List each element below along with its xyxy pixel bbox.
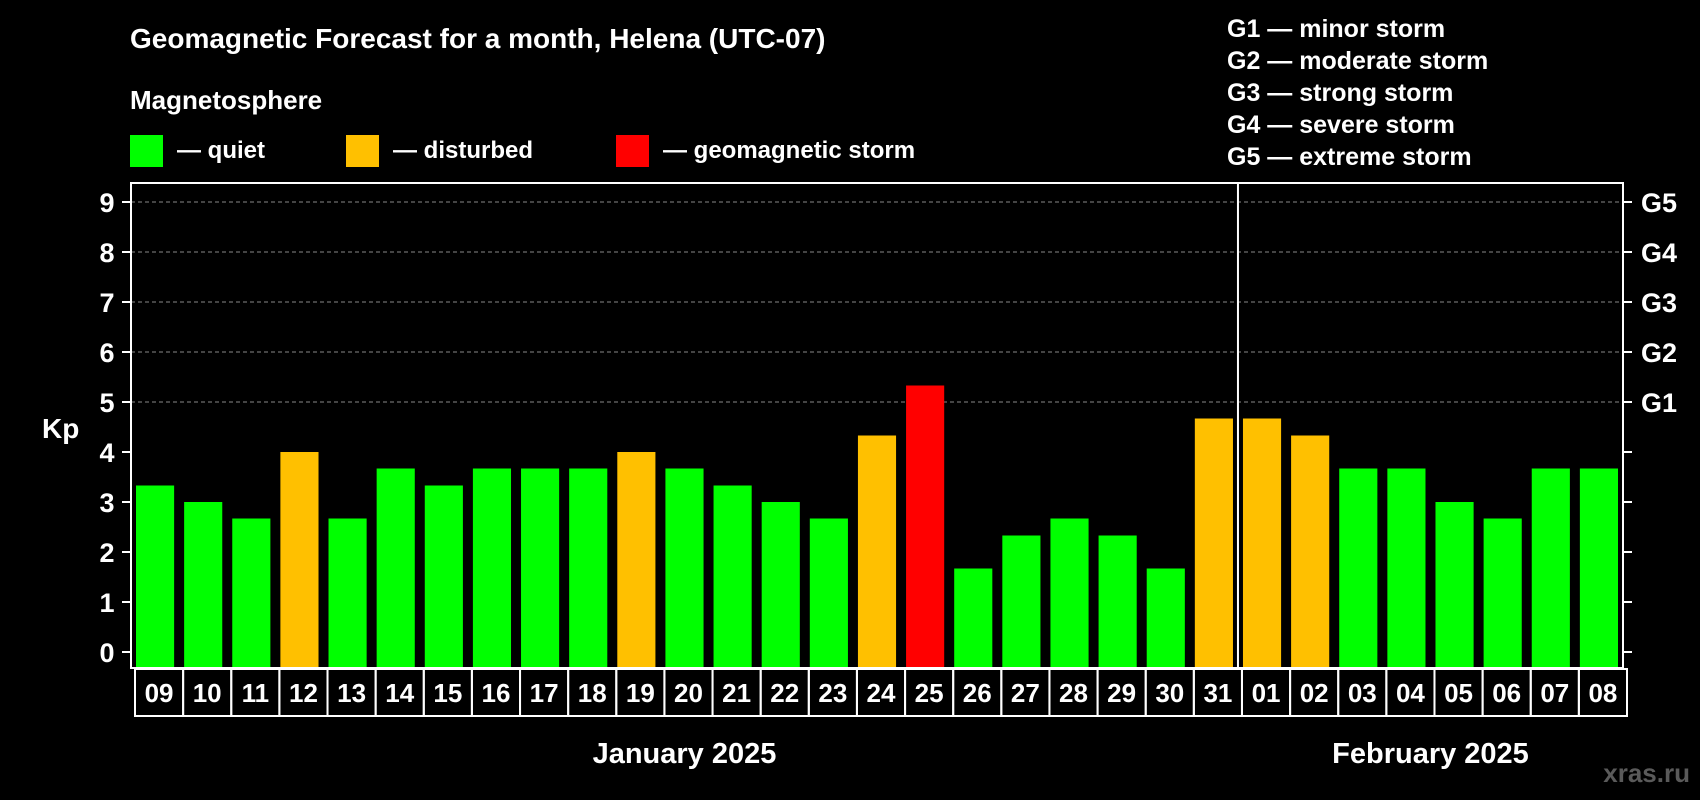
storm-scale-g2: G2 — moderate storm bbox=[1227, 47, 1488, 75]
bar-14 bbox=[376, 468, 415, 668]
bar-16 bbox=[472, 468, 512, 668]
bar-29 bbox=[1098, 535, 1137, 668]
y-tick-label-7: 7 bbox=[99, 288, 114, 318]
bar-07 bbox=[1531, 468, 1570, 668]
bar-11 bbox=[232, 518, 271, 668]
y-tick-label-4: 4 bbox=[99, 438, 114, 468]
watermark: xras.ru bbox=[1603, 758, 1690, 788]
bar-19 bbox=[617, 452, 656, 668]
y-tick-label-6: 6 bbox=[99, 338, 114, 368]
x-tick-label-08: 08 bbox=[1588, 678, 1617, 708]
legend-swatch-quiet bbox=[130, 135, 163, 167]
right-tick-label-G5: G5 bbox=[1641, 188, 1677, 218]
bar-23 bbox=[809, 518, 848, 668]
bar-18 bbox=[569, 468, 608, 668]
x-tick-label-13: 13 bbox=[337, 678, 366, 708]
legend-swatch-disturbed bbox=[346, 135, 379, 167]
x-tick-label-03: 03 bbox=[1348, 678, 1377, 708]
date-cell-08 bbox=[1577, 668, 1629, 717]
x-tick-label-20: 20 bbox=[674, 678, 703, 708]
x-tick-label-30: 30 bbox=[1155, 678, 1184, 708]
x-tick-label-26: 26 bbox=[963, 678, 992, 708]
x-tick-label-10: 10 bbox=[193, 678, 222, 708]
bar-10 bbox=[184, 502, 223, 668]
legend-label-disturbed: — disturbed bbox=[393, 137, 533, 164]
y-tick-label-0: 0 bbox=[99, 638, 114, 668]
x-tick-label-25: 25 bbox=[915, 678, 944, 708]
x-tick-label-29: 29 bbox=[1107, 678, 1136, 708]
x-tick-label-15: 15 bbox=[433, 678, 462, 708]
right-tick-label-G3: G3 bbox=[1641, 288, 1677, 318]
bar-22 bbox=[761, 502, 800, 668]
x-tick-label-17: 17 bbox=[530, 678, 559, 708]
y-tick-label-1: 1 bbox=[99, 588, 114, 618]
legend-swatch-storm bbox=[616, 135, 649, 167]
month-label: January 2025 bbox=[593, 738, 777, 770]
x-tick-label-12: 12 bbox=[289, 678, 318, 708]
x-tick-label-22: 22 bbox=[770, 678, 799, 708]
x-tick-label-01: 01 bbox=[1252, 678, 1281, 708]
y-tick-label-2: 2 bbox=[99, 538, 114, 568]
storm-scale-g3: G3 — strong storm bbox=[1227, 79, 1453, 107]
x-tick-label-21: 21 bbox=[722, 678, 751, 708]
x-tick-label-02: 02 bbox=[1300, 678, 1329, 708]
color-legend: — quiet — disturbed — geomagnetic storm bbox=[130, 135, 915, 167]
bar-28 bbox=[1050, 518, 1089, 668]
bar-17 bbox=[521, 468, 560, 668]
bar-15 bbox=[424, 485, 463, 668]
x-tick-label-11: 11 bbox=[242, 678, 270, 708]
bar-24 bbox=[857, 435, 897, 668]
legend-label-storm: — geomagnetic storm bbox=[663, 137, 915, 164]
bar-26 bbox=[954, 568, 993, 668]
x-tick-label-19: 19 bbox=[626, 678, 655, 708]
y-tick-label-8: 8 bbox=[99, 238, 114, 268]
x-tick-label-23: 23 bbox=[818, 678, 847, 708]
chart-title: Geomagnetic Forecast for a month, Helena… bbox=[130, 23, 825, 54]
section-label: Magnetosphere bbox=[130, 85, 322, 115]
bar-05 bbox=[1435, 502, 1474, 668]
legend-label-quiet: — quiet bbox=[177, 137, 265, 164]
x-tick-label-24: 24 bbox=[867, 678, 896, 708]
bar-02 bbox=[1291, 435, 1330, 668]
y-tick-label-9: 9 bbox=[99, 188, 114, 218]
bar-04 bbox=[1387, 468, 1426, 668]
bar-20 bbox=[665, 468, 704, 668]
month-label: February 2025 bbox=[1332, 738, 1529, 770]
bar-30 bbox=[1146, 568, 1185, 668]
right-tick-label-G4: G4 bbox=[1641, 238, 1677, 268]
bar-12 bbox=[280, 452, 319, 668]
bar-13 bbox=[328, 518, 367, 668]
x-tick-label-04: 04 bbox=[1396, 678, 1425, 708]
bar-21 bbox=[713, 485, 752, 668]
x-tick-label-31: 31 bbox=[1203, 678, 1232, 708]
right-tick-label-G2: G2 bbox=[1641, 338, 1677, 368]
bar-25 bbox=[906, 385, 945, 668]
bar-03 bbox=[1339, 468, 1378, 668]
y-tick-label-5: 5 bbox=[99, 388, 114, 418]
bar-06 bbox=[1483, 518, 1522, 668]
x-tick-label-16: 16 bbox=[482, 678, 511, 708]
x-tick-label-05: 05 bbox=[1444, 678, 1473, 708]
bar-31 bbox=[1194, 418, 1233, 668]
y-axis-label: Kp bbox=[42, 413, 79, 444]
bar-01 bbox=[1242, 418, 1282, 668]
x-tick-label-09: 09 bbox=[145, 678, 174, 708]
y-tick-label-3: 3 bbox=[99, 488, 114, 518]
bar-08 bbox=[1579, 468, 1618, 668]
x-tick-label-28: 28 bbox=[1059, 678, 1088, 708]
x-tick-label-07: 07 bbox=[1540, 678, 1569, 708]
x-tick-label-27: 27 bbox=[1011, 678, 1040, 708]
bar-27 bbox=[1002, 535, 1041, 668]
storm-scale-g4: G4 — severe storm bbox=[1227, 111, 1455, 139]
storm-scale-g5: G5 — extreme storm bbox=[1227, 143, 1472, 171]
bar-09 bbox=[136, 485, 175, 668]
right-tick-label-G1: G1 bbox=[1641, 388, 1677, 418]
storm-scale-g1: G1 — minor storm bbox=[1227, 15, 1445, 43]
x-tick-label-06: 06 bbox=[1492, 678, 1521, 708]
storm-scale-legend: G1 — minor storm G2 — moderate storm G3 … bbox=[1227, 15, 1488, 171]
x-tick-label-18: 18 bbox=[578, 678, 607, 708]
x-tick-label-14: 14 bbox=[385, 678, 414, 708]
